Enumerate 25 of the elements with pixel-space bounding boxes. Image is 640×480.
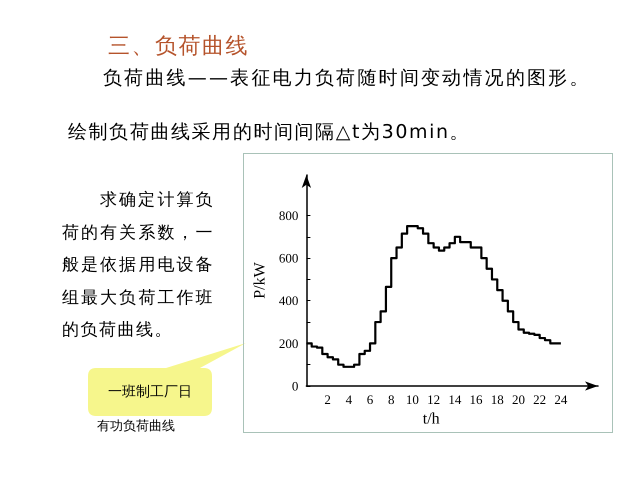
y-tick-label: 600 (278, 250, 298, 266)
x-tick-label: 6 (366, 392, 374, 407)
y-tick-label: 0 (292, 378, 298, 394)
y-tick-label: 200 (278, 336, 298, 351)
x-tick-label: 8 (388, 392, 394, 407)
x-tick-label: 2 (324, 392, 331, 407)
y-tick-label: 800 (278, 208, 298, 223)
text: 有功负荷曲线 (97, 418, 175, 435)
chart-title: 三、负荷曲线 (108, 33, 249, 61)
x-tick-label: 10 (406, 392, 419, 407)
x-tick-label: 16 (470, 392, 484, 407)
y-tick-label: 400 (278, 293, 298, 308)
x-tick-label: 4 (346, 392, 353, 407)
text: 绘制负荷曲线采用的时间间隔△t为30min。 (68, 120, 470, 145)
x-tick-label: 24 (554, 392, 568, 407)
x-tick-label: 18 (490, 392, 504, 407)
x-tick-label: 12 (427, 392, 440, 407)
x-tick-label: 14 (448, 392, 462, 407)
text: 求确定计算负荷的有关系数，一般是依据用电设备组最大负荷工作班的负荷曲线。 (62, 189, 214, 342)
x-tick-label: 20 (512, 392, 525, 407)
chart-subtitle: 负荷曲线——表征电力负荷随时间变动情况的图形。 (103, 66, 591, 91)
y-axis-title: P/kW (252, 261, 268, 299)
x-axis-title: t/h (422, 410, 440, 428)
text: 一班制工厂日 (107, 382, 193, 402)
x-tick-label: 22 (533, 392, 546, 407)
